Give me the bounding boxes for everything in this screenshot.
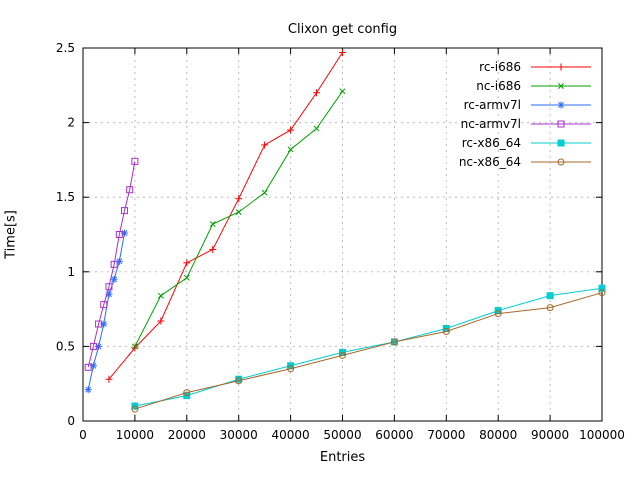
series-nc-x86_64 [131,289,606,413]
marker-plus-rc-i686 [183,259,191,267]
legend-item-nc-x86_64: nc-x86_64 [459,155,591,169]
marker-circle-open-nc-x86_64 [494,310,502,318]
marker-plus-rc-i686 [557,63,565,71]
marker-square-open-nc-armv7l [95,320,103,328]
legend-item-nc-armv7l: nc-armv7l [461,117,591,131]
x-tick-label: 0 [79,428,87,442]
marker-asterisk-rc-armv7l [110,275,118,283]
series-nc-armv7l [84,157,139,371]
x-tick-label: 100000 [579,428,625,442]
x-tick-label: 80000 [479,428,517,442]
marker-cross-nc-i686 [339,88,346,95]
marker-circle-open-nc-x86_64 [183,389,191,397]
legend-item-rc-i686: rc-i686 [479,60,591,74]
legend-label-rc-armv7l: rc-armv7l [464,98,521,112]
marker-plus-rc-i686 [235,195,243,203]
y-tick-label: 1 [67,265,75,279]
marker-plus-rc-i686 [261,141,269,149]
x-tick-label: 10000 [116,428,154,442]
marker-square-filled-rc-x86_64 [557,139,565,147]
marker-square-open-nc-armv7l [557,120,565,128]
marker-cross-nc-i686 [209,221,216,228]
marker-plus-rc-i686 [209,245,217,253]
marker-cross-nc-i686 [287,146,294,153]
marker-circle-open-nc-x86_64 [557,158,565,166]
series-line-rc-i686 [108,52,343,380]
marker-square-open-nc-armv7l [131,157,139,165]
legend-label-nc-x86_64: nc-x86_64 [459,155,521,169]
marker-cross-nc-i686 [558,83,564,89]
marker-circle-open-nc-x86_64 [546,304,554,312]
x-axis-label: Entries [319,450,366,465]
legend-item-rc-armv7l: rc-armv7l [464,98,591,112]
marker-plus-rc-i686 [157,317,165,325]
x-tick-label: 70000 [427,428,465,442]
marker-square-filled-rc-x86_64 [546,292,554,300]
x-tick-label: 50000 [323,428,361,442]
chart-title: Clixon get config [287,22,398,37]
marker-circle-open-nc-x86_64 [598,289,606,297]
marker-circle-open-nc-x86_64 [287,365,295,373]
x-tick-label: 40000 [272,428,310,442]
marker-square-open-nc-armv7l [105,283,113,291]
legend-label-nc-i686: nc-i686 [476,79,521,93]
marker-plus-rc-i686 [105,375,113,383]
marker-square-open-nc-armv7l [89,342,97,350]
marker-square-open-nc-armv7l [100,301,108,309]
series-line-nc-armv7l [87,161,136,368]
marker-square-open-nc-armv7l [84,363,92,371]
series-rc-i686 [105,48,346,383]
marker-plus-rc-i686 [339,48,346,56]
legend-label-rc-i686: rc-i686 [479,60,521,74]
series-line-rc-armv7l [87,232,126,390]
legend-label-rc-x86_64: rc-x86_64 [462,136,521,150]
y-tick-label: 1.5 [56,190,75,204]
x-tick-label: 30000 [220,428,258,442]
y-tick-label: 0.5 [56,339,75,353]
legend-item-rc-x86_64: rc-x86_64 [462,136,591,150]
marker-circle-open-nc-x86_64 [442,327,450,335]
x-tick-label: 60000 [375,428,413,442]
legend-label-nc-armv7l: nc-armv7l [461,117,521,131]
series-rc-armv7l [84,229,129,394]
marker-square-open-nc-armv7l [110,260,118,268]
y-tick-label: 0 [67,414,75,428]
marker-cross-nc-i686 [235,209,242,216]
marker-cross-nc-i686 [183,274,190,281]
marker-plus-rc-i686 [287,126,295,134]
series-line-rc-x86_64 [134,287,603,407]
marker-square-open-nc-armv7l [115,231,123,238]
series-rc-x86_64 [131,284,606,410]
series-line-nc-i686 [134,90,343,347]
series-nc-i686 [131,88,346,350]
x-tick-label: 20000 [168,428,206,442]
marker-asterisk-rc-armv7l [84,386,92,394]
y-axis-label: Time[s] [3,210,19,259]
series-line-nc-x86_64 [134,292,603,410]
legend-item-nc-i686: nc-i686 [476,79,591,93]
x-tick-label: 90000 [531,428,569,442]
marker-asterisk-rc-armv7l [557,101,565,109]
marker-square-filled-rc-x86_64 [598,284,606,292]
marker-circle-open-nc-x86_64 [390,338,398,346]
y-tick-label: 2 [67,116,75,130]
marker-plus-rc-i686 [313,89,321,97]
marker-cross-nc-i686 [261,189,268,196]
marker-cross-nc-i686 [131,343,138,350]
marker-circle-open-nc-x86_64 [235,377,243,385]
marker-square-open-nc-armv7l [121,207,129,215]
marker-cross-nc-i686 [157,292,164,299]
marker-square-open-nc-armv7l [126,186,134,194]
marker-circle-open-nc-x86_64 [339,351,346,359]
y-tick-label: 2.5 [56,41,75,55]
marker-cross-nc-i686 [313,125,320,132]
marker-circle-open-nc-x86_64 [131,405,139,413]
